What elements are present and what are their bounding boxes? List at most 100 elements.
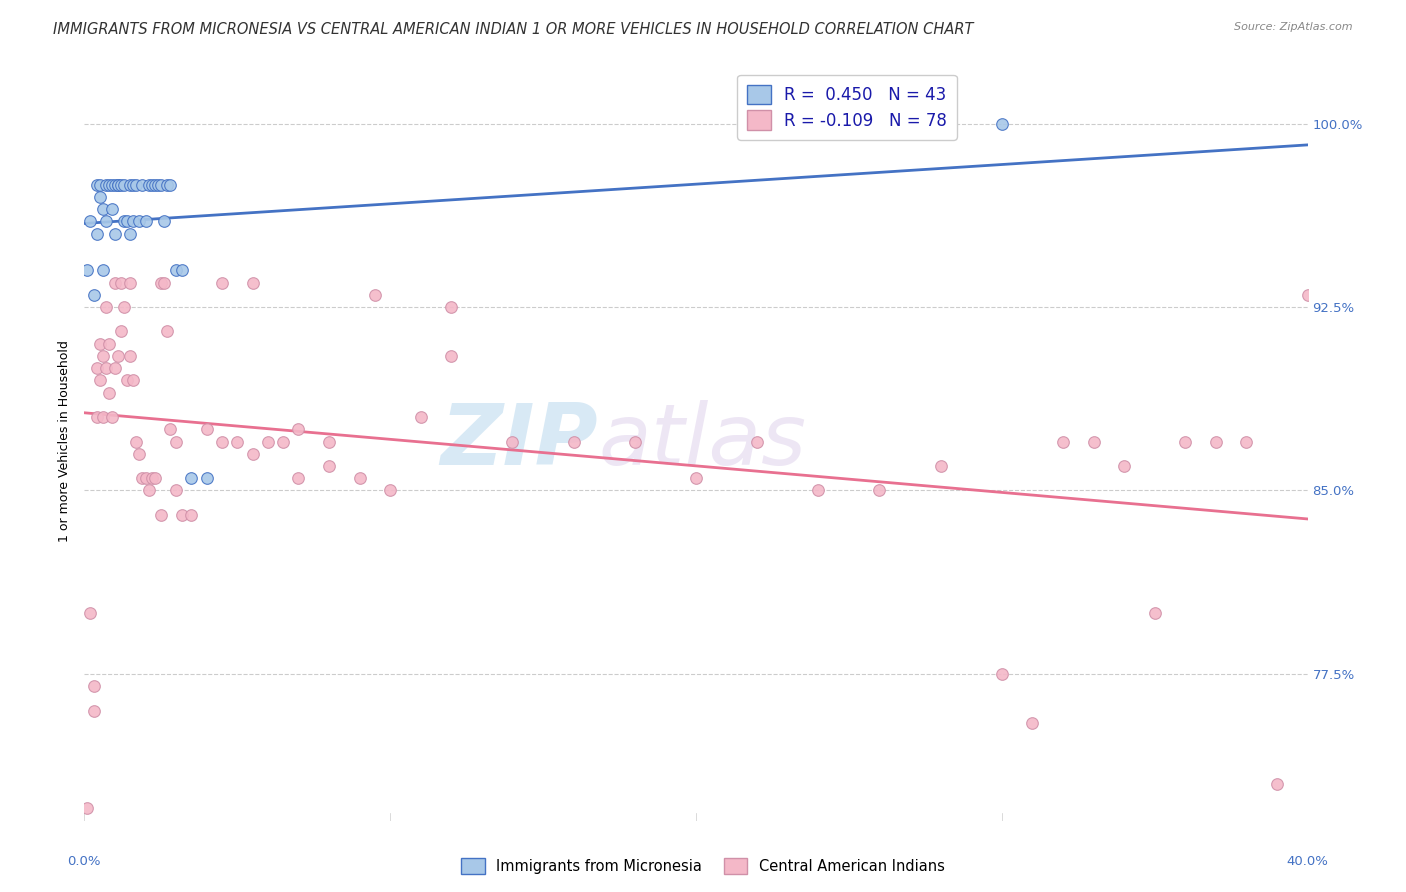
Point	[86, 178, 108, 192]
Point	[83, 287, 105, 301]
Point	[624, 434, 647, 449]
Point	[1143, 606, 1166, 620]
Point	[165, 483, 187, 498]
Point	[156, 178, 179, 192]
Text: Source: ZipAtlas.com: Source: ZipAtlas.com	[1234, 22, 1353, 32]
Point	[138, 178, 160, 192]
Point	[1174, 434, 1197, 449]
Point	[747, 434, 769, 449]
Point	[153, 214, 176, 228]
Point	[110, 325, 132, 339]
Point	[1021, 715, 1043, 730]
Point	[79, 606, 101, 620]
Point	[991, 666, 1014, 681]
Point	[112, 178, 135, 192]
Point	[112, 300, 135, 314]
Point	[110, 276, 132, 290]
Point	[89, 178, 111, 192]
Point	[172, 263, 194, 277]
Text: ZIP: ZIP	[440, 400, 598, 483]
Point	[89, 190, 111, 204]
Point	[97, 336, 120, 351]
Point	[107, 178, 129, 192]
Point	[1052, 434, 1074, 449]
Point	[211, 276, 233, 290]
Point	[97, 385, 120, 400]
Point	[79, 214, 101, 228]
Point	[120, 349, 142, 363]
Point	[1083, 434, 1105, 449]
Point	[125, 434, 148, 449]
Point	[128, 447, 150, 461]
Point	[94, 361, 117, 376]
Point	[180, 471, 202, 485]
Point	[89, 373, 111, 387]
Point	[101, 202, 124, 217]
Point	[104, 227, 127, 241]
Text: 40.0%: 40.0%	[1286, 855, 1329, 868]
Point	[128, 214, 150, 228]
Point	[440, 349, 463, 363]
Point	[104, 276, 127, 290]
Point	[83, 704, 105, 718]
Point	[318, 434, 340, 449]
Point	[135, 471, 157, 485]
Legend: R =  0.450   N = 43, R = -0.109   N = 78: R = 0.450 N = 43, R = -0.109 N = 78	[737, 75, 956, 140]
Point	[257, 434, 280, 449]
Point	[120, 276, 142, 290]
Point	[122, 214, 145, 228]
Point	[135, 214, 157, 228]
Point	[502, 434, 524, 449]
Point	[76, 263, 98, 277]
Point	[107, 349, 129, 363]
Point	[287, 471, 309, 485]
Point	[120, 178, 142, 192]
Point	[562, 434, 585, 449]
Text: IMMIGRANTS FROM MICRONESIA VS CENTRAL AMERICAN INDIAN 1 OR MORE VEHICLES IN HOUS: IMMIGRANTS FROM MICRONESIA VS CENTRAL AM…	[53, 22, 974, 37]
Point	[1296, 287, 1319, 301]
Point	[409, 410, 432, 425]
Point	[440, 300, 463, 314]
Point	[104, 178, 127, 192]
Point	[120, 227, 142, 241]
Text: 0.0%: 0.0%	[67, 855, 101, 868]
Point	[929, 458, 952, 473]
Point	[76, 801, 98, 815]
Point	[101, 178, 124, 192]
Point	[112, 214, 135, 228]
Point	[165, 434, 187, 449]
Legend: Immigrants from Micronesia, Central American Indians: Immigrants from Micronesia, Central Amer…	[456, 852, 950, 880]
Point	[101, 410, 124, 425]
Point	[242, 447, 264, 461]
Point	[242, 276, 264, 290]
Point	[141, 471, 163, 485]
Point	[149, 276, 172, 290]
Point	[153, 276, 176, 290]
Point	[115, 214, 138, 228]
Point	[149, 178, 172, 192]
Point	[349, 471, 371, 485]
Point	[122, 373, 145, 387]
Point	[94, 178, 117, 192]
Point	[1205, 434, 1227, 449]
Point	[86, 227, 108, 241]
Point	[115, 373, 138, 387]
Point	[143, 178, 166, 192]
Point	[143, 471, 166, 485]
Point	[287, 422, 309, 436]
Point	[122, 178, 145, 192]
Point	[110, 178, 132, 192]
Point	[685, 471, 707, 485]
Point	[156, 325, 179, 339]
Point	[991, 117, 1014, 131]
Point	[226, 434, 249, 449]
Point	[172, 508, 194, 522]
Point	[807, 483, 830, 498]
Point	[195, 471, 218, 485]
Point	[380, 483, 402, 498]
Point	[141, 178, 163, 192]
Point	[131, 178, 153, 192]
Point	[104, 361, 127, 376]
Point	[91, 349, 114, 363]
Point	[86, 361, 108, 376]
